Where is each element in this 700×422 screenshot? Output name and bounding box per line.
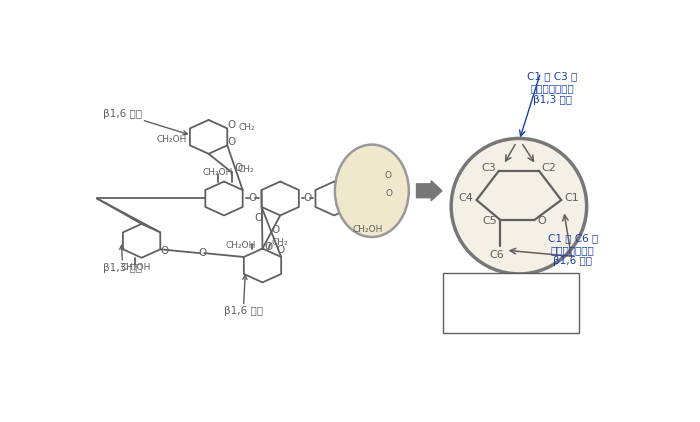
Text: C1: C1 — [565, 193, 580, 203]
Text: CH₂OH: CH₂OH — [226, 241, 256, 250]
Circle shape — [452, 138, 587, 274]
FancyArrow shape — [416, 181, 442, 201]
Text: O: O — [227, 120, 235, 130]
Text: C1 と C3 が
結合したものが
β1,3 結合: C1 と C3 が 結合したものが β1,3 結合 — [527, 71, 577, 105]
Text: O: O — [227, 137, 235, 147]
Text: CH₂OH: CH₂OH — [157, 135, 187, 144]
Text: CH₂: CH₂ — [238, 165, 255, 174]
Text: O: O — [198, 248, 206, 258]
Text: O: O — [386, 189, 393, 198]
Text: O: O — [254, 213, 262, 223]
Text: CH₂OH: CH₂OH — [203, 168, 233, 177]
Text: C4: C4 — [458, 193, 473, 203]
Text: O: O — [276, 245, 285, 255]
Text: O: O — [248, 193, 256, 203]
Text: O: O — [234, 162, 242, 173]
Text: C2: C2 — [542, 162, 557, 173]
Text: O: O — [363, 193, 371, 203]
Text: β1,6 結合: β1,6 結合 — [224, 275, 262, 316]
Text: C5: C5 — [482, 216, 497, 226]
Text: –o–: –o– — [385, 194, 400, 204]
Text: β1,3 結合: β1,3 結合 — [103, 245, 142, 273]
Text: O: O — [271, 225, 279, 235]
Text: O: O — [538, 216, 547, 226]
Text: O: O — [265, 242, 273, 252]
Text: CH₂OH: CH₂OH — [353, 225, 383, 234]
Text: CH₂OH: CH₂OH — [120, 262, 150, 271]
Text: C1 と C6 が
結合したものが
β1,6 結合: C1 と C6 が 結合したものが β1,6 結合 — [547, 233, 598, 266]
Text: C3: C3 — [482, 162, 496, 173]
Text: CH₂: CH₂ — [238, 123, 255, 132]
Ellipse shape — [335, 145, 409, 237]
FancyBboxPatch shape — [444, 273, 579, 333]
Text: O: O — [303, 193, 312, 203]
Text: O: O — [385, 171, 392, 180]
Text: CH₂: CH₂ — [272, 238, 288, 247]
Text: O: O — [160, 246, 168, 256]
Text: C6: C6 — [489, 251, 504, 260]
Text: β1,6 結合: β1,6 結合 — [103, 109, 188, 135]
Text: C1…1位  C2…2位
C3…3位  C4…4位
C5…5位  C6…6位: C1…1位 C2…2位 C3…3位 C4…4位 C5…5位 C6…6位 — [470, 287, 552, 320]
